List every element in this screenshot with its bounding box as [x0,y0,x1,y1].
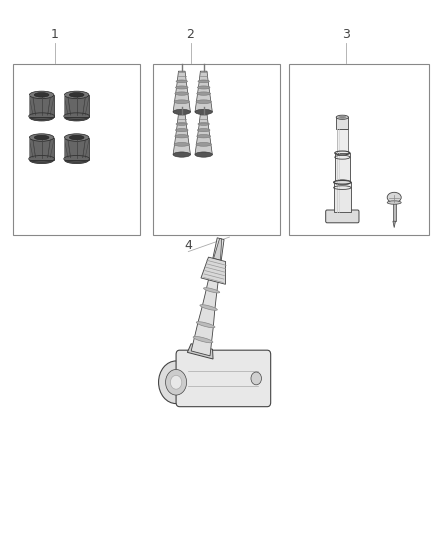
Bar [335,153,350,182]
Ellipse shape [69,93,84,97]
Ellipse shape [64,134,89,141]
Ellipse shape [29,114,54,121]
Ellipse shape [204,288,220,293]
Circle shape [251,372,261,385]
Ellipse shape [196,142,212,146]
Ellipse shape [198,123,209,125]
Ellipse shape [176,123,187,125]
FancyBboxPatch shape [176,350,271,407]
Ellipse shape [387,192,401,203]
Ellipse shape [173,152,191,157]
Ellipse shape [334,180,351,185]
Bar [29,95,54,117]
Ellipse shape [193,336,213,343]
Bar [64,138,89,160]
Circle shape [166,369,187,395]
Bar [393,203,396,221]
Ellipse shape [339,116,346,118]
Ellipse shape [339,116,345,118]
Ellipse shape [198,86,210,89]
Ellipse shape [196,100,212,103]
Circle shape [159,361,194,403]
Ellipse shape [175,92,189,95]
Ellipse shape [174,142,190,146]
Polygon shape [214,238,222,260]
Polygon shape [201,257,226,284]
Ellipse shape [174,100,190,103]
Ellipse shape [34,135,49,140]
Polygon shape [195,114,212,155]
Ellipse shape [200,305,217,310]
Polygon shape [173,71,191,112]
Ellipse shape [34,93,49,97]
Polygon shape [187,344,213,359]
Ellipse shape [336,115,349,119]
Ellipse shape [64,114,89,121]
Bar [336,117,349,129]
Text: 1: 1 [51,28,59,41]
Polygon shape [185,371,188,389]
Polygon shape [393,221,396,228]
Ellipse shape [387,201,401,204]
Ellipse shape [197,134,211,138]
Bar [334,182,351,212]
Circle shape [170,375,182,389]
Bar [337,129,348,153]
Ellipse shape [69,135,84,140]
Bar [153,64,280,235]
Ellipse shape [29,134,54,141]
Ellipse shape [198,128,210,132]
Bar [29,138,54,160]
Polygon shape [173,114,191,155]
Ellipse shape [195,109,212,115]
Bar [64,95,89,117]
Ellipse shape [198,80,209,83]
Ellipse shape [176,86,188,89]
Ellipse shape [175,134,189,138]
Ellipse shape [176,128,188,132]
Bar [289,64,429,235]
Ellipse shape [64,156,89,164]
Polygon shape [191,238,224,356]
Ellipse shape [64,91,89,99]
Ellipse shape [29,91,54,99]
Ellipse shape [196,322,215,328]
Ellipse shape [195,152,212,157]
Text: 2: 2 [187,28,194,41]
Bar [13,64,140,235]
Ellipse shape [29,156,54,164]
Ellipse shape [173,109,191,115]
Text: 3: 3 [342,28,350,41]
Ellipse shape [176,80,187,83]
Ellipse shape [197,92,211,95]
Polygon shape [195,71,212,112]
FancyBboxPatch shape [326,210,359,223]
Text: 4: 4 [184,239,192,252]
